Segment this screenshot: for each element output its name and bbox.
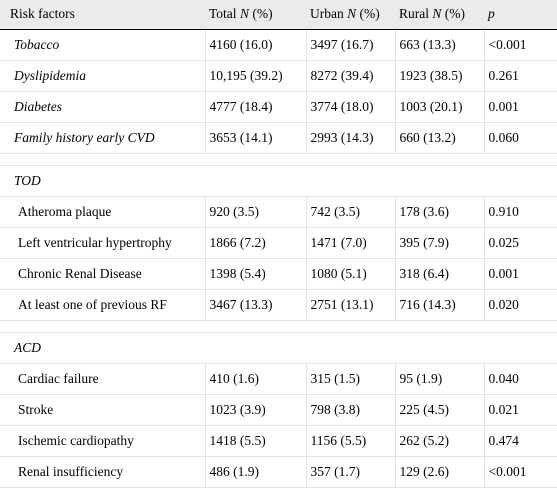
- header-rural-n: N: [432, 6, 442, 22]
- header-urban-label: Urban: [310, 6, 344, 22]
- row-label: Family history early CVD: [0, 122, 205, 154]
- cell-rural: 660 (13.2): [394, 122, 484, 154]
- cell-urban: 3497 (16.7): [305, 29, 395, 61]
- cell-total: 4777 (18.4): [204, 91, 306, 123]
- section-label-tod: TOD: [0, 165, 557, 197]
- table-row: Dyslipidemia 10,195 (39.2) 8272 (39.4) 1…: [0, 60, 557, 92]
- header-urban: Urban N (%): [306, 0, 395, 30]
- spacer-row: [0, 153, 557, 166]
- row-label: Cardiac failure: [0, 363, 205, 395]
- table-row: Cardiac failure 410 (1.6) 315 (1.5) 95 (…: [0, 363, 557, 395]
- header-urban-pct: (%): [356, 6, 380, 22]
- row-label: At least one of previous RF: [0, 289, 205, 321]
- table-row: Diabetes 4777 (18.4) 3774 (18.0) 1003 (2…: [0, 91, 557, 123]
- table-row: Ischemic cardiopathy 1418 (5.5) 1156 (5.…: [0, 425, 557, 457]
- header-total-label: Total: [209, 6, 237, 22]
- section-row-acd: ACD: [0, 332, 557, 364]
- table-row: At least one of previous RF 3467 (13.3) …: [0, 289, 557, 321]
- header-rural-pct: (%): [441, 6, 466, 22]
- cell-urban: 2751 (13.1): [305, 289, 395, 321]
- table-row: Renal insufficiency 486 (1.9) 357 (1.7) …: [0, 456, 557, 488]
- cell-total: 10,195 (39.2): [204, 60, 306, 92]
- header-row: Risk factors Total N (%) Urban N (%) Rur…: [0, 0, 557, 30]
- row-label: Diabetes: [0, 91, 205, 123]
- row-label: Stroke: [0, 394, 205, 426]
- cell-urban: 2993 (14.3): [305, 122, 395, 154]
- header-total-n: N: [239, 6, 249, 22]
- cell-urban: 315 (1.5): [305, 363, 395, 395]
- cell-urban: 742 (3.5): [305, 196, 395, 228]
- cell-total: 3467 (13.3): [204, 289, 306, 321]
- cell-p: <0.001: [483, 29, 557, 61]
- header-total-pct: (%): [248, 6, 273, 22]
- cell-urban: 3774 (18.0): [305, 91, 395, 123]
- spacer-cell: [0, 153, 557, 166]
- cell-total: 3653 (14.1): [204, 122, 306, 154]
- cell-p: 0.001: [483, 258, 557, 290]
- cell-urban: 357 (1.7): [305, 456, 395, 488]
- cell-p: 0.261: [483, 60, 557, 92]
- cell-total: 1398 (5.4): [204, 258, 306, 290]
- cell-total: 410 (1.6): [204, 363, 306, 395]
- row-label: Dyslipidemia: [0, 60, 205, 92]
- header-rural: Rural N (%): [395, 0, 484, 30]
- spacer-cell: [0, 320, 557, 333]
- table-row: Atheroma plaque 920 (3.5) 742 (3.5) 178 …: [0, 196, 557, 228]
- cell-rural: 129 (2.6): [394, 456, 484, 488]
- table-row: Chronic Renal Disease 1398 (5.4) 1080 (5…: [0, 258, 557, 290]
- cell-rural: 395 (7.9): [394, 227, 484, 259]
- cell-urban: 798 (3.8): [305, 394, 395, 426]
- row-label: Left ventricular hypertrophy: [0, 227, 205, 259]
- cell-p: 0.021: [483, 394, 557, 426]
- cell-total: 1023 (3.9): [204, 394, 306, 426]
- header-rural-label: Rural: [399, 6, 429, 22]
- header-risk-factors: Risk factors: [0, 0, 205, 30]
- cell-p: 0.001: [483, 91, 557, 123]
- table-row: Tobacco 4160 (16.0) 3497 (16.7) 663 (13.…: [0, 29, 557, 61]
- cell-total: 486 (1.9): [204, 456, 306, 488]
- cell-rural: 1923 (38.5): [394, 60, 484, 92]
- cell-p: 0.910: [483, 196, 557, 228]
- table-row: Left ventricular hypertrophy 1866 (7.2) …: [0, 227, 557, 259]
- cell-urban: 1080 (5.1): [305, 258, 395, 290]
- table-header: Risk factors Total N (%) Urban N (%) Rur…: [0, 0, 557, 30]
- cell-rural: 262 (5.2): [394, 425, 484, 457]
- cell-urban: 1156 (5.5): [305, 425, 395, 457]
- row-label: Chronic Renal Disease: [0, 258, 205, 290]
- cell-rural: 1003 (20.1): [394, 91, 484, 123]
- spacer-row: [0, 320, 557, 333]
- cell-total: 920 (3.5): [204, 196, 306, 228]
- cell-total: 4160 (16.0): [204, 29, 306, 61]
- table-row: Family history early CVD 3653 (14.1) 299…: [0, 122, 557, 154]
- cell-p: 0.040: [483, 363, 557, 395]
- cell-rural: 95 (1.9): [394, 363, 484, 395]
- cell-total: 1866 (7.2): [204, 227, 306, 259]
- cell-rural: 716 (14.3): [394, 289, 484, 321]
- row-label: Atheroma plaque: [0, 196, 205, 228]
- row-label: Ischemic cardiopathy: [0, 425, 205, 457]
- header-p: p: [484, 0, 557, 30]
- cell-rural: 225 (4.5): [394, 394, 484, 426]
- table-body: Tobacco 4160 (16.0) 3497 (16.7) 663 (13.…: [0, 29, 557, 488]
- row-label: Tobacco: [0, 29, 205, 61]
- section-label-acd: ACD: [0, 332, 557, 364]
- cell-p: 0.474: [483, 425, 557, 457]
- cell-p: 0.060: [483, 122, 557, 154]
- cell-p: 0.025: [483, 227, 557, 259]
- cell-rural: 178 (3.6): [394, 196, 484, 228]
- header-urban-n: N: [347, 6, 357, 22]
- cell-p: <0.001: [483, 456, 557, 488]
- section-row-tod: TOD: [0, 165, 557, 197]
- cell-urban: 1471 (7.0): [305, 227, 395, 259]
- header-total: Total N (%): [205, 0, 306, 30]
- cell-rural: 318 (6.4): [394, 258, 484, 290]
- cell-urban: 8272 (39.4): [305, 60, 395, 92]
- cell-total: 1418 (5.5): [204, 425, 306, 457]
- cell-p: 0.020: [483, 289, 557, 321]
- row-label: Renal insufficiency: [0, 456, 205, 488]
- cell-rural: 663 (13.3): [394, 29, 484, 61]
- table-row: Stroke 1023 (3.9) 798 (3.8) 225 (4.5) 0.…: [0, 394, 557, 426]
